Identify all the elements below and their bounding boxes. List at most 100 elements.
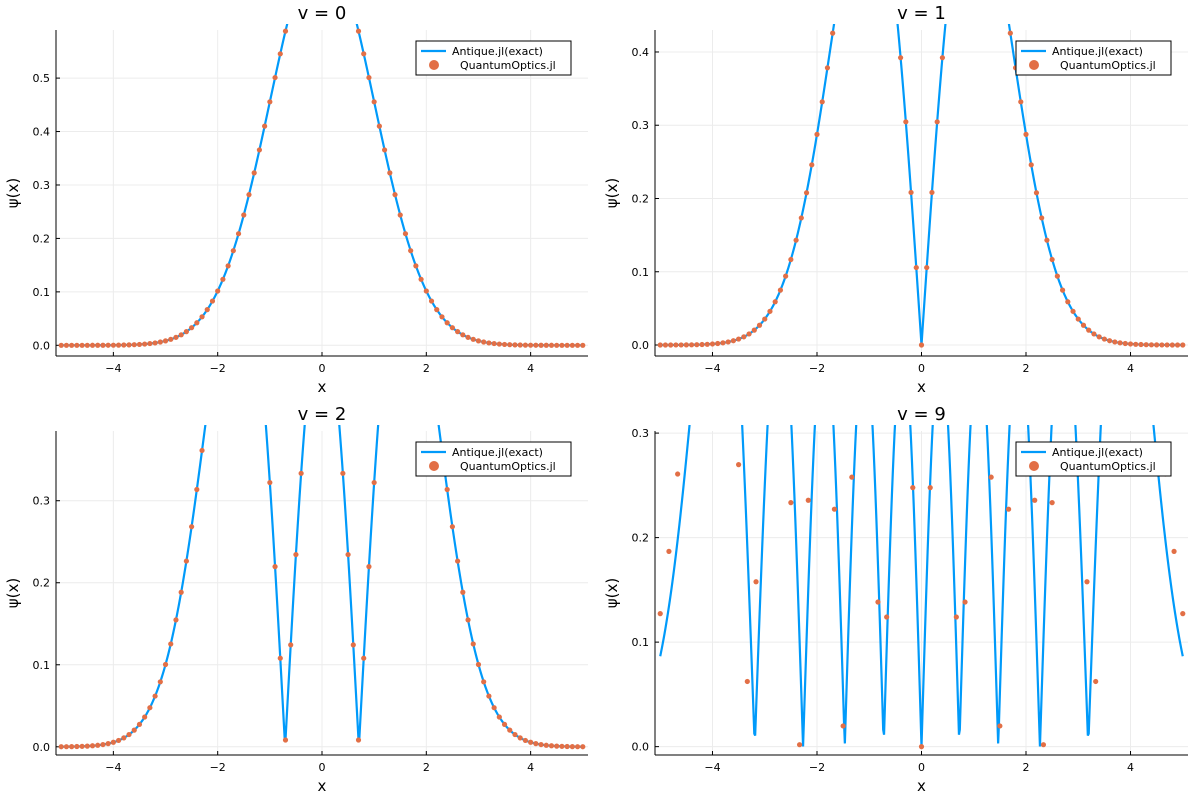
data-point (777, 287, 784, 293)
data-point (152, 693, 158, 699)
data-point (58, 342, 64, 348)
data-point (361, 655, 367, 661)
legend: Antique.jl(exact)QuantumOptics.jl (1015, 441, 1172, 477)
data-point (449, 524, 455, 530)
data-point (272, 564, 278, 570)
data-point (897, 55, 904, 61)
data-point (543, 342, 549, 348)
data-point (1015, 346, 1020, 351)
data-point (366, 564, 372, 570)
legend-dot-swatch (429, 461, 439, 471)
legend-label-exact: Antique.jl(exact) (1052, 446, 1143, 459)
data-point (668, 342, 674, 348)
legend: Antique.jl(exact)QuantumOptics.jl (1015, 40, 1172, 76)
data-point (168, 641, 174, 647)
data-point (548, 342, 555, 348)
data-point (486, 693, 492, 699)
x-tick-label: 0 (918, 761, 925, 774)
data-point (793, 237, 799, 243)
data-point (162, 661, 169, 668)
data-point (953, 614, 959, 620)
data-point (428, 298, 435, 304)
x-tick-label: 4 (527, 761, 534, 774)
data-point (1174, 342, 1181, 348)
data-point (340, 470, 346, 476)
data-point (798, 215, 804, 221)
data-point (767, 308, 773, 314)
data-point (470, 336, 476, 342)
data-point (788, 256, 794, 263)
data-point (559, 342, 565, 348)
data-point (89, 743, 96, 749)
legend-dot-swatch (429, 60, 439, 70)
data-point (805, 497, 811, 503)
data-point (688, 342, 695, 348)
data-point (701, 223, 706, 228)
x-tick-label: −2 (210, 362, 226, 375)
data-point (74, 342, 80, 348)
data-point (1033, 190, 1040, 196)
y-axis-label: ψ(x) (603, 578, 621, 608)
data-point (736, 336, 742, 342)
data-point (246, 192, 252, 198)
y-tick-label: 0.1 (33, 286, 51, 299)
data-point (147, 340, 153, 347)
y-axis-label: ψ(x) (603, 178, 621, 208)
data-point (115, 737, 122, 744)
data-point (1044, 237, 1050, 243)
data-point (501, 341, 508, 348)
data-point (157, 339, 163, 345)
data-point (402, 231, 409, 237)
y-axis-label: ψ(x) (4, 578, 22, 608)
data-point (100, 342, 106, 348)
data-point (528, 342, 534, 348)
y-tick-label: 0.1 (632, 636, 650, 649)
data-point (538, 741, 544, 748)
chart-title: v = 2 (298, 404, 347, 425)
data-point (1133, 341, 1139, 347)
x-tick-label: 4 (1127, 761, 1134, 774)
data-point (470, 641, 476, 647)
data-point (564, 342, 570, 348)
data-point (392, 267, 397, 272)
x-tick-label: 0 (319, 761, 326, 774)
data-point (355, 28, 362, 34)
data-point (927, 485, 933, 491)
chart-panel: −4 −2 0 2 4 0.0 0.1 0.2 0.3 0.4 0.5 v = 0 x ψ(x) Antiq… (4, 3, 588, 396)
legend: Antique.jl(exact)QuantumOptics.jl (415, 40, 572, 76)
legend-label-numeric: QuantumOptics.jl (460, 59, 556, 72)
data-point (423, 288, 429, 294)
data-point (727, 298, 732, 303)
data-point (84, 743, 90, 749)
data-point (434, 307, 440, 313)
data-point (720, 340, 726, 346)
data-point (819, 99, 825, 105)
data-point (189, 524, 195, 530)
data-point (1127, 341, 1134, 347)
data-point (460, 589, 466, 595)
data-point (512, 731, 518, 738)
data-point (465, 617, 471, 623)
data-point (121, 342, 127, 348)
data-point (230, 248, 236, 254)
y-tick-label: 0.1 (632, 266, 650, 279)
data-point (1028, 162, 1034, 168)
data-point (444, 486, 450, 493)
data-point (142, 341, 148, 347)
legend-box (1015, 441, 1172, 477)
data-point (657, 342, 663, 348)
data-point (178, 589, 184, 595)
data-point (1059, 287, 1066, 293)
x-tick-label: −2 (809, 761, 825, 774)
data-point (903, 119, 909, 125)
data-point (183, 558, 189, 564)
data-point (840, 723, 846, 729)
series-line-exact (61, 425, 583, 748)
y-tick-label: 0.1 (33, 659, 51, 672)
data-point (481, 679, 487, 685)
data-point (814, 131, 820, 137)
data-point (901, 349, 906, 354)
data-point (413, 263, 419, 269)
x-tick-label: 2 (423, 362, 430, 375)
data-point (1145, 296, 1150, 301)
